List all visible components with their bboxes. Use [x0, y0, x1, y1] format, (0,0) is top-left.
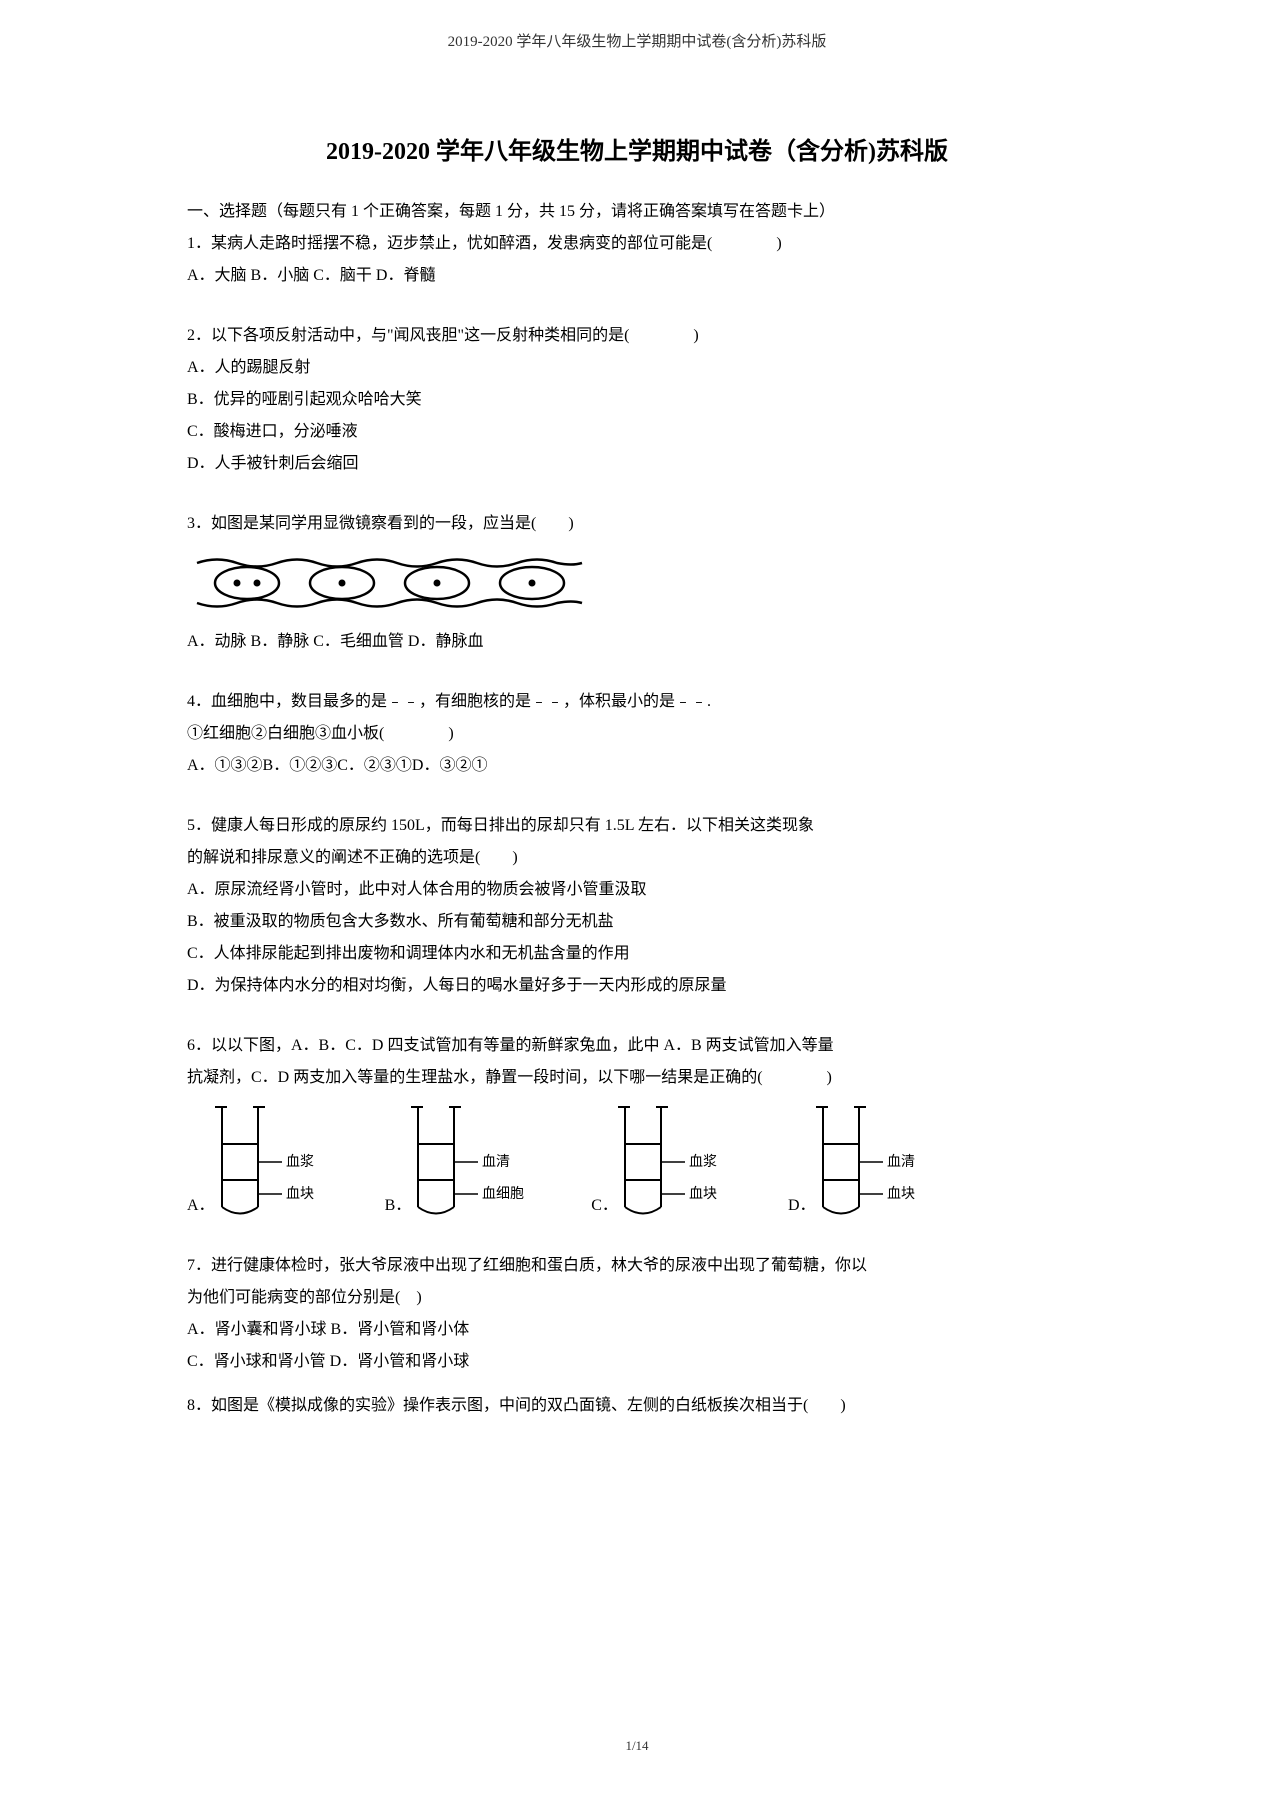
question-5: 5．健康人每日形成的原尿约 150L，而每日排出的尿却只有 1.5L 左右．以下… — [187, 810, 1087, 1002]
tube-a-upper-label: 血浆 — [286, 1154, 314, 1170]
q4-options: A．①③②B．①②③C．②③①D．③②① — [187, 750, 1087, 782]
q7-stem1: 7．进行健康体检时，张大爷尿液中出现了红细胞和蛋白质，林大爷的尿液中出现了葡萄糖… — [187, 1250, 1087, 1282]
page-header: 2019-2020 学年八年级生物上学期期中试卷(含分析)苏科版 — [0, 0, 1274, 61]
q6-tubes-diagram: A． 血浆 血块 B． — [187, 1102, 1087, 1222]
q5-stem2: 的解说和排尿意义的阐述不正确的选项是( ) — [187, 842, 1087, 874]
q3-stem: 3．如图是某同学用显微镜察看到的一段，应当是( ) — [187, 508, 1087, 540]
tube-a: A． 血浆 血块 — [187, 1102, 330, 1222]
q4-stem: 4．血细胞中，数目最多的是﹣﹣，有细胞核的是﹣﹣，体积最小的是﹣﹣. — [187, 686, 1087, 718]
q7-stem2: 为他们可能病变的部位分别是( ) — [187, 1282, 1087, 1314]
q1-stem: 1．某病人走路时摇摆不稳，迈步禁止，忧如醉酒，发患病变的部位可能是( ) — [187, 228, 1087, 260]
q5-stem1: 5．健康人每日形成的原尿约 150L，而每日排出的尿却只有 1.5L 左右．以下… — [187, 810, 1087, 842]
tube-c: C． 血浆 血块 — [591, 1102, 733, 1222]
q5-opt-c: C．人体排尿能起到排出废物和调理体内水和无机盐含量的作用 — [187, 938, 1087, 970]
tube-c-svg-icon: 血浆 血块 — [613, 1102, 733, 1222]
q3-options: A．动脉 B．静脉 C．毛细血管 D．静脉血 — [187, 626, 1087, 658]
q5-opt-d: D．为保持体内水分的相对均衡，人每日的喝水量好多于一天内形成的原尿量 — [187, 970, 1087, 1002]
q6-stem2: 抗凝剂，C．D 两支加入等量的生理盐水，静置一段时间，以下哪一结果是正确的( ) — [187, 1062, 1087, 1094]
q1-options: A．大脑 B．小脑 C．脑干 D．脊髓 — [187, 260, 1087, 292]
tube-b-lower-label: 血细胞 — [482, 1186, 524, 1202]
q5-opt-b: B．被重汲取的物质包含大多数水、所有葡萄糖和部分无机盐 — [187, 906, 1087, 938]
section-heading: 一、选择题（每题只有 1 个正确答案，每题 1 分，共 15 分，请将正确答案填… — [187, 196, 1087, 228]
tube-d: D． 血清 血块 — [788, 1102, 931, 1222]
question-3: 3．如图是某同学用显微镜察看到的一段，应当是( ) A．动脉 B．静脉 C．毛细… — [187, 508, 1087, 658]
q7-opt-cd: C．肾小球和肾小管 D．肾小管和肾小球 — [187, 1346, 1087, 1378]
tube-d-upper-label: 血清 — [887, 1154, 915, 1170]
q2-stem: 2．以下各项反射活动中，与"闻风丧胆"这一反射种类相同的是( ) — [187, 320, 1087, 352]
tube-c-lower-label: 血块 — [689, 1186, 717, 1202]
q3-vessel-diagram — [187, 548, 1087, 618]
q2-opt-b: B．优异的哑剧引起观众哈哈大笑 — [187, 384, 1087, 416]
tube-c-upper-label: 血浆 — [689, 1154, 717, 1170]
question-1: 1．某病人走路时摇摆不稳，迈步禁止，忧如醉酒，发患病变的部位可能是( ) A．大… — [187, 228, 1087, 292]
vessel-svg-icon — [187, 548, 587, 618]
tube-d-svg-icon: 血清 血块 — [811, 1102, 931, 1222]
tube-b-svg-icon: 血清 血细胞 — [406, 1102, 536, 1222]
q7-opt-ab: A．肾小囊和肾小球 B．肾小管和肾小体 — [187, 1314, 1087, 1346]
tube-a-lower-label: 血块 — [286, 1186, 314, 1202]
page-number: 1/14 — [625, 1738, 648, 1754]
q8-stem: 8．如图是《模拟成像的实验》操作表示图，中间的双凸面镜、左侧的白纸板挨次相当于(… — [187, 1390, 1087, 1422]
q4-sub: ①红细胞②白细胞③血小板( ) — [187, 718, 1087, 750]
question-8: 8．如图是《模拟成像的实验》操作表示图，中间的双凸面镜、左侧的白纸板挨次相当于(… — [187, 1390, 1087, 1422]
q2-opt-a: A．人的踢腿反射 — [187, 352, 1087, 384]
question-7: 7．进行健康体检时，张大爷尿液中出现了红细胞和蛋白质，林大爷的尿液中出现了葡萄糖… — [187, 1250, 1087, 1378]
tube-b-upper-label: 血清 — [482, 1154, 510, 1170]
question-2: 2．以下各项反射活动中，与"闻风丧胆"这一反射种类相同的是( ) A．人的踢腿反… — [187, 320, 1087, 480]
main-title: 2019-2020 学年八年级生物上学期期中试卷（含分析)苏科版 — [187, 131, 1087, 166]
q2-opt-c: C．酸梅进口，分泌唾液 — [187, 416, 1087, 448]
header-text: 2019-2020 学年八年级生物上学期期中试卷(含分析)苏科版 — [448, 34, 827, 50]
tube-a-svg-icon: 血浆 血块 — [210, 1102, 330, 1222]
content-area: 2019-2020 学年八年级生物上学期期中试卷（含分析)苏科版 一、选择题（每… — [187, 61, 1087, 1422]
q6-stem1: 6．以以下图，A．B．C．D 四支试管加有等量的新鲜家兔血，此中 A．B 两支试… — [187, 1030, 1087, 1062]
question-6: 6．以以下图，A．B．C．D 四支试管加有等量的新鲜家兔血，此中 A．B 两支试… — [187, 1030, 1087, 1222]
q2-opt-d: D．人手被针刺后会缩回 — [187, 448, 1087, 480]
tube-d-lower-label: 血块 — [887, 1186, 915, 1202]
q5-opt-a: A．原尿流经肾小管时，此中对人体合用的物质会被肾小管重汲取 — [187, 874, 1087, 906]
question-4: 4．血细胞中，数目最多的是﹣﹣，有细胞核的是﹣﹣，体积最小的是﹣﹣. ①红细胞②… — [187, 686, 1087, 782]
tube-b: B． 血清 血细胞 — [385, 1102, 537, 1222]
